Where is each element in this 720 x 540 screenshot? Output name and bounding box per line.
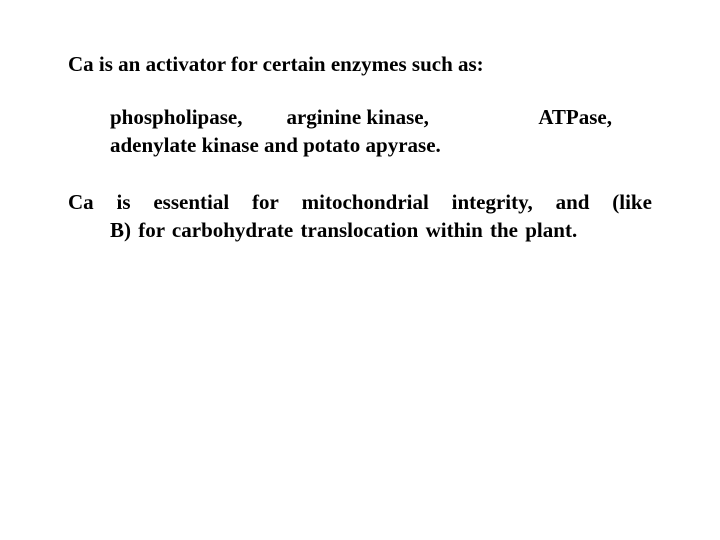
word: mitochondrial bbox=[302, 188, 429, 216]
enzyme-phospholipase: phospholipase, bbox=[110, 103, 242, 131]
enzyme-list: phospholipase, arginine kinase, ATPase, … bbox=[110, 103, 652, 160]
word: (like bbox=[612, 188, 652, 216]
word: for bbox=[252, 188, 279, 216]
enzyme-atpase: ATPase, bbox=[538, 103, 620, 131]
mito-line-1: Ca is essential for mitochondrial integr… bbox=[68, 188, 652, 216]
spacer bbox=[429, 103, 538, 131]
enzyme-list-row-1: phospholipase, arginine kinase, ATPase, bbox=[110, 103, 620, 131]
word: is bbox=[117, 188, 131, 216]
spacer bbox=[242, 103, 286, 131]
word: essential bbox=[153, 188, 229, 216]
heading-line: Ca is an activator for certain enzymes s… bbox=[68, 52, 652, 77]
enzyme-arginine-kinase: arginine kinase, bbox=[286, 103, 428, 131]
mitochondrial-paragraph: Ca is essential for mitochondrial integr… bbox=[68, 188, 652, 245]
mito-line-2: B) for carbohydrate translocation within… bbox=[110, 216, 652, 244]
enzyme-list-row-2: adenylate kinase and potato apyrase. bbox=[110, 131, 652, 159]
word: and bbox=[556, 188, 590, 216]
word: integrity, bbox=[452, 188, 533, 216]
slide: Ca is an activator for certain enzymes s… bbox=[0, 0, 720, 540]
word: Ca bbox=[68, 188, 94, 216]
